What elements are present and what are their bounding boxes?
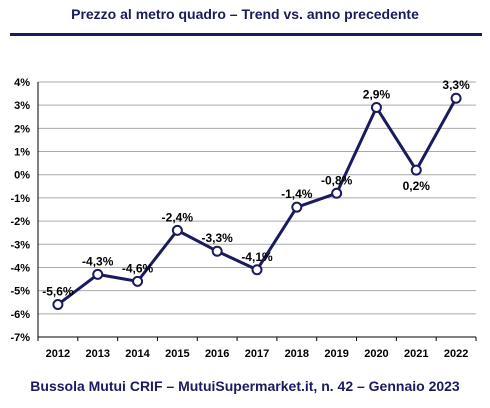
y-tick-label: 2% xyxy=(14,123,30,135)
x-tick-label: 2014 xyxy=(125,348,150,360)
data-point xyxy=(251,264,263,276)
y-tick-label: 4% xyxy=(14,77,30,89)
data-point xyxy=(132,275,144,287)
data-point xyxy=(171,224,183,236)
data-point xyxy=(211,245,223,257)
y-tick-label: -2% xyxy=(10,216,30,228)
x-tick-label: 2022 xyxy=(444,348,468,360)
y-tick-label: -4% xyxy=(10,262,30,274)
y-tick-label: 1% xyxy=(14,147,30,159)
y-tick-label: 3% xyxy=(14,100,30,112)
x-tick-label: 2013 xyxy=(85,348,109,360)
data-point xyxy=(450,92,462,104)
data-label: 2,9% xyxy=(363,88,391,102)
x-tick-label: 2019 xyxy=(324,348,348,360)
y-tick-label: -7% xyxy=(10,332,30,344)
data-label: -5,6% xyxy=(42,285,74,299)
x-tick-label: 2015 xyxy=(165,348,189,360)
y-tick-label: 0% xyxy=(14,170,30,182)
data-point xyxy=(370,102,382,113)
y-tick-label: -1% xyxy=(10,193,30,205)
title-divider xyxy=(10,33,482,36)
x-tick-label: 2020 xyxy=(364,348,388,360)
x-tick-label: 2012 xyxy=(46,348,70,360)
y-tick-label: -5% xyxy=(10,286,30,298)
x-tick-label: 2018 xyxy=(285,348,309,360)
x-tick-label: 2021 xyxy=(404,348,428,360)
data-label: -3,3% xyxy=(202,231,234,245)
data-label: -4,3% xyxy=(82,254,114,268)
data-label: 3,3% xyxy=(442,78,470,92)
data-point xyxy=(52,299,64,311)
y-tick-label: -3% xyxy=(10,239,30,251)
data-label: -4,6% xyxy=(122,261,154,275)
data-label: -0,8% xyxy=(321,173,353,187)
x-tick-label: 2016 xyxy=(205,348,229,360)
chart-title: Prezzo al metro quadro – Trend vs. anno … xyxy=(71,6,419,22)
data-label: -1,4% xyxy=(281,187,313,201)
data-point xyxy=(410,164,422,176)
data-label: -4,1% xyxy=(241,250,273,264)
data-point xyxy=(92,268,104,280)
source-caption: Bussola Mutui CRIF – MutuiSupermarket.it… xyxy=(30,378,460,394)
data-label: 0,2% xyxy=(403,179,431,193)
x-tick-label: 2017 xyxy=(245,348,269,360)
data-point xyxy=(331,187,343,199)
data-point xyxy=(291,201,303,213)
y-tick-label: -6% xyxy=(10,309,30,321)
data-label: -2,4% xyxy=(162,210,194,224)
